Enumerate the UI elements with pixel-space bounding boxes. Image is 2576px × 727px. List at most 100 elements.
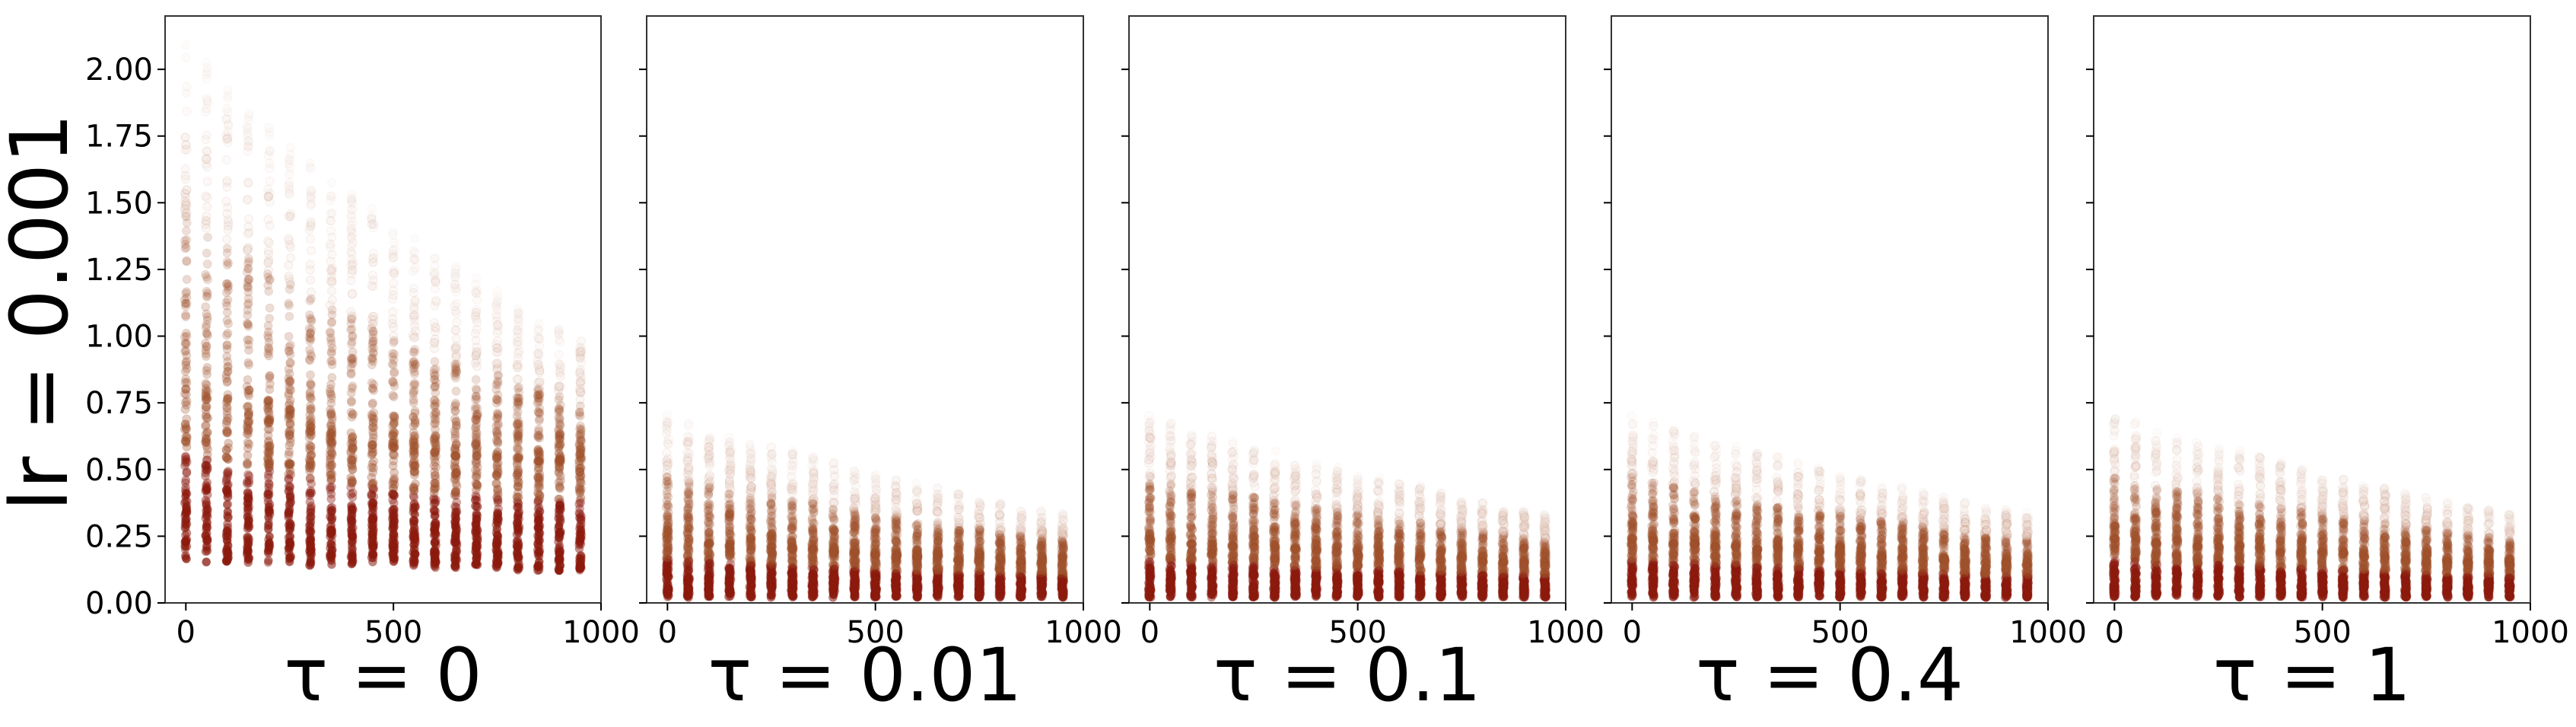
data-point [263,558,272,567]
data-point [409,470,419,480]
data-point [409,347,418,357]
data-point [912,484,922,494]
data-point [471,375,481,384]
data-point [745,441,755,451]
data-point [180,174,190,184]
data-point [202,291,212,301]
data-point [409,254,419,264]
data-point [182,467,192,477]
data-point [514,349,523,359]
data-point [808,569,817,579]
data-point [892,586,902,595]
data-point [202,341,211,351]
data-point [704,540,714,550]
data-point [327,356,337,366]
data-point [306,217,316,227]
data-point [327,556,336,566]
data-point [829,564,839,574]
data-point [202,315,212,325]
data-point [830,552,840,562]
data-point [202,510,211,520]
data-point [285,285,294,295]
data-point [346,438,356,448]
data-point [202,272,211,282]
data-point [326,467,336,477]
data-point [704,592,714,601]
data-point [512,444,522,454]
data-point [181,432,191,442]
data-point [182,107,192,116]
data-point [767,553,777,563]
data-point [180,461,190,470]
data-point [265,221,275,231]
data-point [326,339,336,349]
data-point [891,475,901,485]
data-point [367,384,377,394]
data-point [243,245,253,255]
data-point [912,557,922,567]
data-point [203,232,213,242]
data-point [327,310,337,320]
data-point [284,458,294,468]
data-point [202,427,212,437]
y-tick-label: 2.00 [85,53,153,88]
data-point [182,364,192,374]
data-point [180,477,190,487]
data-point [472,480,482,489]
data-point [765,531,775,540]
data-point [285,438,295,448]
data-point [244,512,253,521]
data-point [808,486,818,496]
data-point [451,373,461,383]
data-point [787,549,797,559]
data-point [704,451,714,461]
data-point [389,252,399,262]
data-point [348,238,358,248]
data-point [725,550,735,560]
data-point [347,249,357,259]
data-point [388,444,398,454]
data-point [848,556,858,566]
data-point [493,553,502,562]
data-point [180,366,190,376]
data-point [724,464,734,474]
data-point [181,531,190,540]
data-point [684,524,694,534]
data-point [492,525,501,534]
data-point [182,442,192,451]
data-point [244,391,254,400]
data-point [201,393,211,403]
data-point [368,504,377,513]
data-point [181,358,191,368]
data-point [202,193,212,202]
data-point [326,489,336,499]
data-point [286,243,296,253]
data-point [263,489,272,498]
data-point [307,352,316,362]
data-point [244,257,254,266]
data-point [202,96,212,106]
data-point [180,132,190,142]
data-point [202,437,212,447]
data-point [555,483,564,493]
data-point [307,314,316,324]
data-point [202,508,212,518]
data-point [829,472,839,482]
data-point [224,258,234,268]
data-point [682,558,692,568]
data-point [203,413,213,423]
data-point [201,420,211,430]
data-point [243,521,253,530]
data-point [535,448,545,458]
data-point [202,434,211,444]
data-point [202,455,211,465]
data-point [746,474,756,483]
data-point [182,185,192,195]
y-tick-label: 1.00 [85,320,153,355]
data-point [326,347,336,357]
data-point [704,559,714,569]
data-point [201,302,211,312]
data-point [390,238,399,247]
data-point [493,490,503,500]
data-point [306,234,316,244]
